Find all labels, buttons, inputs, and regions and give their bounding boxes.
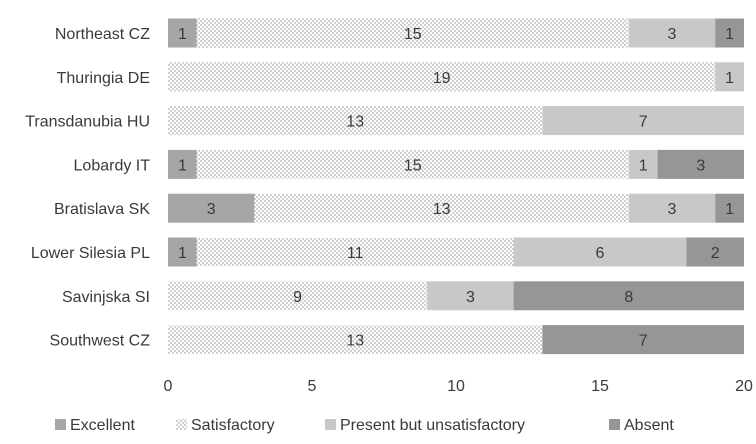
data-label-satisfactory-bratislava-sk: 13	[433, 201, 451, 218]
bar-segment-excellent-lower-silesia-pl	[168, 237, 197, 267]
x-axis-tick-labels: 0 5 10 15 20	[164, 378, 753, 395]
legend-label-excellent: Excellent	[70, 417, 135, 434]
legend-swatch-satisfactory	[176, 419, 187, 430]
bar-segment-excellent-bratislava-sk	[168, 193, 255, 223]
data-label-present-but-unsatisfactory-lobardy-it: 1	[639, 157, 648, 174]
bar-segment-present-but-unsatisfactory-northeast-cz	[628, 18, 716, 48]
bar-segment-absent-bratislava-sk	[715, 193, 744, 223]
legend-swatch-present-but-unsatisfactory	[325, 419, 336, 430]
data-label-satisfactory-savinjska-si: 9	[293, 289, 302, 306]
legend-label-present-but-unsatisfactory: Present but unsatisfactory	[340, 417, 525, 434]
bar-segment-satisfactory-savinjska-si	[168, 281, 428, 311]
data-label-satisfactory-northeast-cz: 15	[404, 26, 422, 43]
bar-segment-absent-lobardy-it	[657, 149, 744, 179]
data-label-absent-bratislava-sk: 1	[725, 201, 734, 218]
category-label-lower-silesia-pl: Lower Silesia PL	[31, 245, 150, 262]
data-label-excellent-lobardy-it: 1	[178, 157, 187, 174]
data-label-absent-southwest-cz: 7	[639, 333, 648, 350]
data-label-excellent-northeast-cz: 1	[178, 26, 187, 43]
category-label-transdanubia-hu: Transdanubia HU	[25, 114, 150, 131]
legend-label-satisfactory: Satisfactory	[191, 417, 275, 434]
bar-segment-present-but-unsatisfactory-lobardy-it	[628, 149, 658, 179]
data-label-satisfactory-transdanubia-hu: 13	[346, 114, 364, 131]
legend-swatch-absent	[609, 419, 620, 430]
data-label-satisfactory-lobardy-it: 15	[404, 157, 422, 174]
bar-segment-satisfactory-transdanubia-hu	[168, 106, 543, 136]
x-tick-label-5: 5	[308, 378, 317, 395]
legend-swatch-excellent	[55, 419, 66, 430]
data-label-present-but-unsatisfactory-thuringia-de: 1	[725, 70, 734, 87]
x-tick-label-20: 20	[735, 378, 753, 395]
category-label-northeast-cz: Northeast CZ	[55, 26, 150, 43]
data-label-satisfactory-lower-silesia-pl: 11	[347, 245, 364, 262]
bar-segment-satisfactory-thuringia-de	[168, 62, 716, 92]
data-label-present-but-unsatisfactory-savinjska-si: 3	[466, 289, 475, 306]
bar-segment-absent-lower-silesia-pl	[686, 237, 744, 267]
data-label-satisfactory-thuringia-de: 19	[433, 70, 451, 87]
data-label-excellent-lower-silesia-pl: 1	[178, 245, 187, 262]
category-label-savinjska-si: Savinjska SI	[62, 289, 150, 306]
bar-area: 1 15 3 119 113 71 15 1 33 13 3 11 11 6 29 3 813 7	[168, 18, 744, 355]
category-label-thuringia-de: Thuringia DE	[57, 70, 150, 87]
bar-segment-absent-savinjska-si	[513, 281, 744, 311]
data-label-absent-savinjska-si: 8	[624, 289, 633, 306]
x-tick-label-0: 0	[164, 378, 173, 395]
data-label-absent-northeast-cz: 1	[725, 26, 734, 43]
data-label-excellent-bratislava-sk: 3	[207, 201, 216, 218]
bar-segment-present-but-unsatisfactory-lower-silesia-pl	[513, 237, 687, 267]
bar-segment-excellent-northeast-cz	[168, 18, 197, 48]
bar-segment-excellent-lobardy-it	[168, 149, 197, 179]
bar-segment-present-but-unsatisfactory-transdanubia-hu	[542, 106, 744, 136]
legend-label-absent: Absent	[624, 417, 674, 434]
bar-segment-present-but-unsatisfactory-thuringia-de	[715, 62, 744, 92]
bar-segment-satisfactory-lobardy-it	[196, 149, 629, 179]
category-label-lobardy-it: Lobardy IT	[74, 157, 151, 174]
bar-segment-satisfactory-bratislava-sk	[254, 193, 629, 223]
data-label-satisfactory-southwest-cz: 13	[346, 333, 364, 350]
bar-segment-present-but-unsatisfactory-bratislava-sk	[628, 193, 716, 223]
bar-segment-absent-northeast-cz	[715, 18, 744, 48]
data-label-present-but-unsatisfactory-transdanubia-hu: 7	[639, 114, 648, 131]
data-label-absent-lower-silesia-pl: 2	[711, 245, 720, 262]
data-label-present-but-unsatisfactory-bratislava-sk: 3	[668, 201, 677, 218]
bar-segment-absent-southwest-cz	[542, 325, 744, 355]
bar-segment-satisfactory-southwest-cz	[168, 325, 543, 355]
data-label-present-but-unsatisfactory-northeast-cz: 3	[668, 26, 677, 43]
data-label-present-but-unsatisfactory-lower-silesia-pl: 6	[596, 245, 605, 262]
category-label-bratislava-sk: Bratislava SK	[54, 201, 150, 218]
legend: Excellent Satisfactory Present but unsatis…	[55, 417, 674, 434]
data-label-absent-lobardy-it: 3	[696, 157, 705, 174]
category-label-southwest-cz: Southwest CZ	[50, 333, 151, 350]
bar-segment-present-but-unsatisfactory-savinjska-si	[427, 281, 514, 311]
x-tick-label-15: 15	[591, 378, 609, 395]
x-tick-label-10: 10	[447, 378, 465, 395]
bar-segment-satisfactory-lower-silesia-pl	[196, 237, 514, 267]
bar-segment-satisfactory-northeast-cz	[196, 18, 629, 48]
y-axis-category-labels: Northeast CZ Thuringia DE Transdanubia HU L…	[25, 26, 150, 350]
